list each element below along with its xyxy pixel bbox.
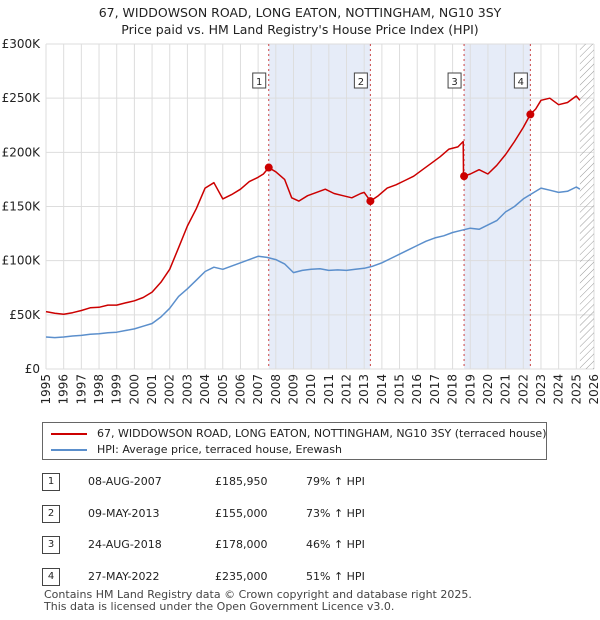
x-tick-label: 2016 (410, 374, 424, 405)
sale-price: £235,000 (215, 570, 268, 583)
sale-hpi-change: 46% ↑ HPI (306, 538, 365, 551)
x-tick-label: 2006 (233, 374, 247, 405)
sale-date: 27-MAY-2022 (88, 570, 160, 583)
sale-hpi-change: 51% ↑ HPI (306, 570, 365, 583)
price-paid-line (45, 95, 581, 316)
table-row: 2 09-MAY-2013 £155,000 73% ↑ HPI (0, 504, 600, 524)
sale-date: 24-AUG-2018 (88, 538, 162, 551)
x-tick-label: 2000 (127, 374, 141, 405)
y-tick-label: £150K (2, 200, 42, 214)
sale-label-1: 1 (256, 77, 262, 88)
footer-copyright: Contains HM Land Registry data © Crown c… (44, 588, 472, 601)
y-tick-label: £250K (2, 91, 42, 105)
x-tick-label: 2025 (569, 374, 583, 405)
legend-swatch-price-paid (51, 433, 87, 435)
x-tick-label: 2005 (216, 374, 230, 405)
x-tick-label: 2023 (534, 374, 548, 405)
x-tick-label: 2019 (463, 374, 477, 405)
sale-price: £185,950 (215, 475, 268, 488)
x-tick-label: 2003 (180, 374, 194, 405)
sale-label-box-1 (252, 72, 267, 89)
x-tick-label: 2010 (304, 374, 318, 405)
sale-number-badge: 1 (42, 473, 60, 491)
sale-hpi-change: 73% ↑ HPI (306, 507, 365, 520)
y-tick-label: £200K (2, 145, 42, 159)
x-tick-label: 1995 (39, 374, 53, 405)
x-tick-label: 2022 (516, 374, 530, 405)
x-tick-label: 2012 (340, 374, 354, 405)
footer-attribution: Contains HM Land Registry data © Crown c… (44, 589, 472, 613)
legend: 67, WIDDOWSON ROAD, LONG EATON, NOTTINGH… (42, 422, 547, 460)
x-tick-label: 2001 (145, 374, 159, 405)
table-row: 4 27-MAY-2022 £235,000 51% ↑ HPI (0, 567, 600, 587)
x-tick-label: 2014 (375, 374, 389, 405)
sale-hpi-change: 79% ↑ HPI (306, 475, 365, 488)
x-tick-label: 2013 (357, 374, 371, 405)
x-tick-label: 2024 (552, 374, 566, 405)
sale-number-badge: 3 (42, 536, 60, 554)
sale-point-4 (526, 110, 535, 119)
legend-label-hpi: HPI: Average price, terraced house, Erew… (97, 443, 342, 456)
legend-item-hpi: HPI: Average price, terraced house, Erew… (51, 442, 342, 458)
sale-label-box-4 (513, 72, 528, 89)
table-row: 3 24-AUG-2018 £178,000 46% ↑ HPI (0, 535, 600, 555)
x-tick-label: 1999 (110, 374, 124, 405)
price-chart: 1 2 3 4 £0 £50K £100K £150K £200K £250K £300K 1995… (2, 37, 600, 405)
x-tick-label: 1998 (92, 374, 106, 405)
x-tick-label: 2018 (446, 374, 460, 405)
y-tick-label: £100K (2, 254, 42, 268)
sale-label-box-2 (353, 72, 368, 89)
future-period-hatch (579, 44, 594, 369)
sale-label-3: 3 (451, 77, 457, 88)
chart-title-line2: Price paid vs. HM Land Registry's House … (121, 22, 479, 37)
legend-label-price-paid: 67, WIDDOWSON ROAD, LONG EATON, NOTTINGH… (97, 427, 547, 440)
x-tick-label: 1996 (57, 374, 71, 405)
chart-title: 67, WIDDOWSON ROAD, LONG EATON, NOTTINGH… (0, 4, 600, 38)
sale-label-2: 2 (358, 77, 364, 88)
sale-price: £155,000 (215, 507, 268, 520)
sale-label-box-3 (447, 72, 462, 89)
sale-point-1 (264, 163, 273, 172)
x-tick-label: 2004 (198, 374, 212, 405)
legend-item-price-paid: 67, WIDDOWSON ROAD, LONG EATON, NOTTINGH… (51, 426, 547, 442)
legend-swatch-hpi (51, 449, 87, 451)
sale-date: 08-AUG-2007 (88, 475, 162, 488)
x-tick-label: 2007 (251, 374, 265, 405)
table-row: 1 08-AUG-2007 £185,950 79% ↑ HPI (0, 472, 600, 492)
sale-number-badge: 4 (42, 568, 60, 586)
footer-license: This data is licensed under the Open Gov… (44, 600, 395, 613)
x-tick-label: 2021 (499, 374, 513, 405)
sale-label-4: 4 (518, 77, 524, 88)
hpi-line (45, 186, 581, 339)
x-tick-label: 2002 (163, 374, 177, 405)
chart-title-line1: 67, WIDDOWSON ROAD, LONG EATON, NOTTINGH… (98, 5, 502, 20)
sale-number-badge: 2 (42, 505, 60, 523)
x-tick-label: 2009 (286, 374, 300, 405)
x-tick-label: 2011 (322, 374, 336, 405)
y-tick-label: £300K (2, 37, 42, 51)
sale-point-2 (366, 197, 375, 206)
sale-date: 09-MAY-2013 (88, 507, 160, 520)
sale-point-3 (460, 172, 469, 181)
x-tick-label: 2020 (481, 374, 495, 405)
x-tick-label: 2026 (587, 374, 600, 405)
sale-price: £178,000 (215, 538, 268, 551)
x-tick-label: 2017 (428, 374, 442, 405)
x-tick-label: 2015 (393, 374, 407, 405)
y-tick-label: £50K (9, 308, 41, 322)
y-tick-label: £0 (25, 362, 40, 376)
x-tick-label: 1997 (74, 374, 88, 405)
x-tick-label: 2008 (269, 374, 283, 405)
